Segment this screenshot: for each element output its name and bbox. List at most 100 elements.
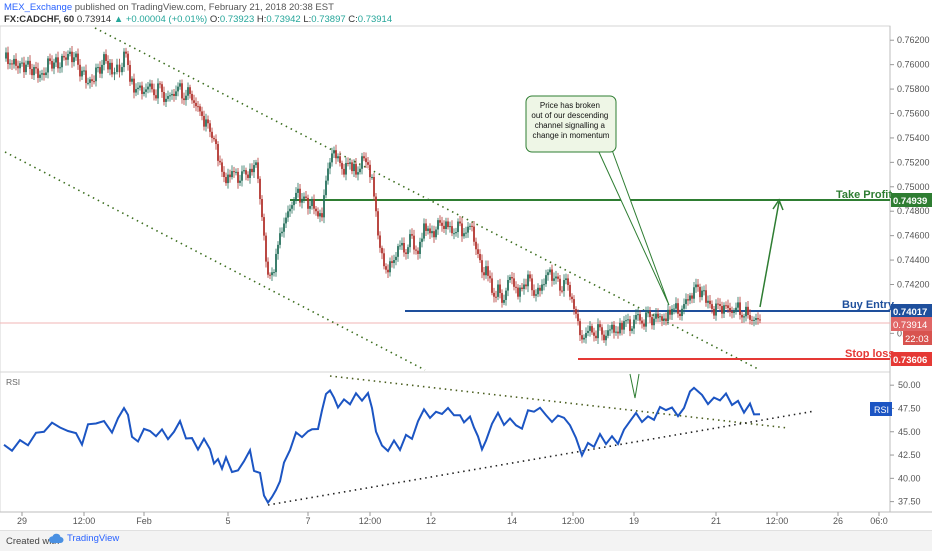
- candle-body: [597, 324, 599, 339]
- candle-body: [659, 316, 661, 318]
- candle-body: [75, 53, 77, 58]
- candle-body: [679, 313, 681, 316]
- candle-body: [207, 119, 209, 124]
- candle-body: [489, 275, 491, 279]
- candle-body: [601, 327, 603, 335]
- candle-body: [655, 313, 657, 319]
- candle-body: [585, 332, 587, 338]
- candle-body: [413, 235, 415, 250]
- price-tick-label: 0.75600: [897, 109, 930, 119]
- time-tick-label: 06:0: [870, 516, 888, 526]
- candle-body: [637, 314, 639, 316]
- candle-body: [29, 60, 31, 70]
- candle-body: [43, 73, 45, 76]
- candle-body: [757, 318, 759, 320]
- candle-body: [249, 168, 251, 178]
- candlestick-series: [5, 45, 761, 346]
- time-tick-label: 14: [507, 516, 517, 526]
- candle-body: [145, 89, 147, 92]
- candle-body: [491, 278, 493, 293]
- price-change: +0.00004 (+0.01%): [125, 14, 208, 25]
- rsi-lower-trendline: [267, 410, 816, 506]
- candle-body: [507, 280, 509, 291]
- time-tick-label: 12: [426, 516, 436, 526]
- candle-body: [673, 308, 675, 310]
- candle-body: [257, 162, 259, 179]
- candle-body: [345, 162, 347, 175]
- candle-body: [389, 261, 391, 273]
- candle-body: [697, 284, 699, 287]
- candle-body: [479, 253, 481, 261]
- tradingview-brand[interactable]: TradingView: [48, 533, 119, 544]
- candle-body: [535, 294, 537, 296]
- callout-box[interactable]: [525, 95, 617, 153]
- candle-body: [643, 323, 645, 327]
- time-tick-label: 12:00: [359, 516, 382, 526]
- candle-body: [45, 72, 47, 76]
- callout-pointer: [597, 149, 670, 306]
- candle-body: [457, 221, 459, 233]
- candle-body: [215, 139, 217, 145]
- candle-body: [307, 197, 309, 209]
- candle-body: [83, 70, 85, 72]
- candle-body: [437, 220, 439, 230]
- buy-entry-tag: [891, 304, 932, 318]
- candle-body: [505, 290, 507, 300]
- candle-body: [577, 313, 579, 322]
- candle-body: [343, 168, 345, 175]
- stop-loss-label: Stop loss: [845, 348, 895, 360]
- candle-body: [153, 89, 155, 96]
- candle-body: [265, 235, 267, 262]
- chart-canvas[interactable]: 0.76200 0.76000 0.75800 0.75600 0.75400 0.752…: [0, 0, 932, 530]
- candle-body: [539, 287, 541, 291]
- current-price-tag-text: 0.73914: [893, 320, 927, 331]
- author-link[interactable]: MEX_Exchange: [4, 2, 73, 13]
- candle-body: [277, 244, 279, 254]
- candle-body: [25, 64, 27, 73]
- candle-body: [233, 171, 235, 173]
- candle-body: [65, 57, 67, 60]
- candle-body: [709, 300, 711, 305]
- rsi-tick-label: 40.00: [898, 473, 921, 483]
- candle-body: [339, 156, 341, 163]
- price-tick-label: 0.76200: [897, 35, 930, 45]
- candle-body: [503, 299, 505, 303]
- current-price-tag: [891, 317, 932, 331]
- candle-body: [313, 199, 315, 209]
- candle-body: [747, 306, 749, 316]
- candle-body: [219, 160, 221, 163]
- stop-loss-tag: [891, 352, 932, 366]
- candle-body: [141, 85, 143, 94]
- callout-text: Price has broken out of our descending c…: [531, 101, 610, 140]
- candle-body: [433, 231, 435, 238]
- candle-body: [155, 95, 157, 99]
- symbol-label[interactable]: FX:CADCHF, 60: [4, 14, 75, 25]
- candle-body: [165, 98, 167, 102]
- candle-body: [113, 72, 116, 75]
- candle-body: [657, 313, 659, 317]
- candle-body: [501, 293, 503, 303]
- low-value: 0.73897: [311, 14, 346, 25]
- candle-body: [181, 83, 183, 99]
- candle-body: [509, 277, 511, 281]
- candle-body: [185, 95, 187, 101]
- candle-body: [275, 253, 277, 273]
- candle-body: [271, 272, 273, 276]
- up-arrow-icon: ▲: [113, 14, 124, 25]
- candle-body: [625, 320, 627, 322]
- candle-body: [7, 52, 9, 65]
- price-tick-label: 0.74600: [897, 231, 930, 241]
- open-value: 0.73923: [219, 14, 255, 25]
- projection-arrow-line: [759, 201, 780, 308]
- candle-body: [591, 326, 593, 333]
- candle-body: [409, 234, 411, 248]
- candle-body: [629, 319, 631, 331]
- candle-body: [299, 188, 301, 203]
- candle-body: [499, 284, 501, 294]
- candle-body: [263, 217, 265, 236]
- candle-body: [405, 252, 407, 254]
- candle-body: [531, 278, 533, 291]
- candle-body: [169, 95, 171, 97]
- candle-body: [223, 171, 225, 178]
- last-price: 0.73914: [76, 14, 112, 25]
